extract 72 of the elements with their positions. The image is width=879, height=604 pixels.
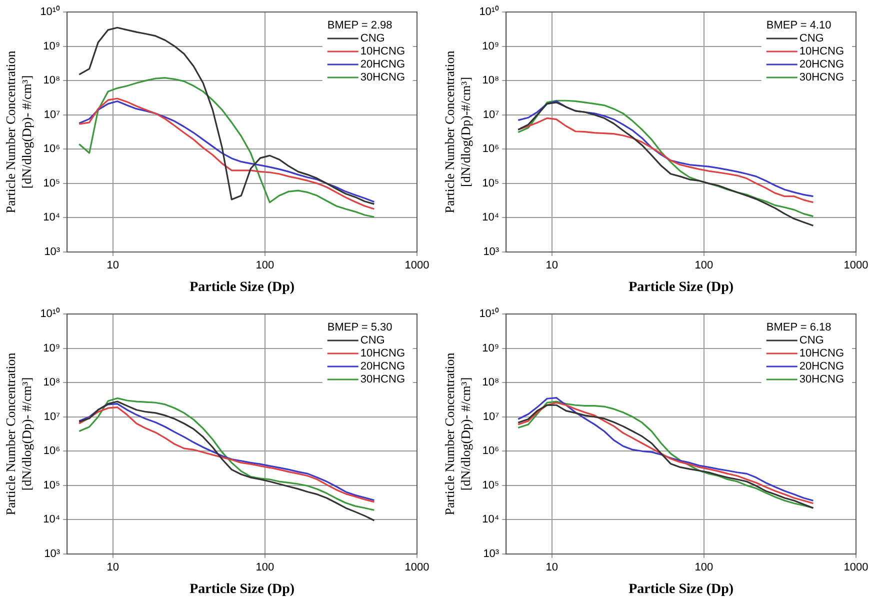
x-axis-title: Particle Size (Dp)	[190, 280, 295, 296]
legend-label: 20HCNG	[799, 360, 844, 373]
y-axis-title: Particle Number Concentration [dN/dlog(Dp)- #/cm³]	[3, 352, 34, 516]
legend-label: CNG	[360, 334, 385, 347]
legend-label: CNG	[799, 334, 824, 347]
legend-label: 20HCNG	[360, 360, 405, 373]
y-tick-label: 10¹⁰	[40, 307, 60, 320]
y-axis-title: Particle Number Concentration [dN/dlog(Dp)- #/cm³]	[442, 352, 473, 516]
legend-label: 10HCNG	[799, 46, 844, 58]
x-tick-label: 10	[106, 562, 119, 574]
y-tick-label: 10³	[44, 246, 60, 258]
y-tick-label: 10⁷	[44, 108, 60, 121]
y-tick-label: 10⁹	[482, 40, 500, 52]
legend-label: 10HCNG	[799, 348, 844, 360]
y-tick-label: 10⁴	[43, 514, 60, 526]
legend-label: 20HCNG	[360, 58, 405, 71]
y-tick-label: 10⁹	[482, 342, 500, 354]
x-tick-label: 100	[694, 562, 714, 574]
y-axis-title: Particle Number Concentration [dN/dlog(Dp)- #/cm³]	[3, 50, 34, 214]
y-tick-label: 10⁴	[482, 514, 500, 526]
y-tick-label: 10⁷	[482, 410, 500, 423]
legend-label: 10HCNG	[360, 46, 405, 58]
legend-label: 30HCNG	[799, 374, 844, 386]
x-axis-title: Particle Size (Dp)	[628, 280, 734, 296]
x-tick-label: 100	[256, 562, 274, 574]
x-tick-label: 100	[694, 260, 714, 272]
legend-title: BMEP = 4.10	[766, 20, 832, 32]
y-tick-label: 10⁷	[44, 410, 60, 423]
y-tick-label: 10⁶	[43, 445, 60, 458]
y-tick-label: 10⁴	[482, 212, 500, 224]
y-tick-label: 10¹⁰	[40, 5, 60, 18]
y-tick-label: 10⁷	[482, 108, 500, 121]
y-tick-label: 10⁶	[482, 445, 500, 458]
x-tick-label: 10	[106, 260, 119, 272]
legend-label: 10HCNG	[360, 348, 405, 360]
legend-title: BMEP = 5.30	[327, 322, 392, 334]
y-tick-label: 10³	[44, 548, 60, 560]
y-tick-label: 10³	[483, 246, 500, 258]
y-tick-label: 10¹⁰	[479, 5, 500, 18]
y-tick-label: 10⁵	[482, 177, 500, 190]
y-tick-label: 10¹⁰	[479, 307, 500, 320]
legend-label: 30HCNG	[360, 72, 405, 84]
legend-label: 30HCNG	[360, 374, 405, 386]
x-axis-title: Particle Size (Dp)	[190, 582, 295, 598]
y-tick-label: 10⁶	[43, 143, 60, 156]
y-tick-label: 10⁵	[482, 479, 500, 492]
y-tick-label: 10⁹	[43, 342, 60, 354]
x-tick-label: 1000	[404, 562, 430, 574]
y-tick-label: 10⁸	[43, 74, 60, 87]
legend-title: BMEP = 6.18	[766, 322, 832, 334]
x-tick-label: 10	[546, 260, 558, 272]
legend-label: 30HCNG	[799, 72, 844, 84]
y-tick-label: 10⁸	[482, 376, 500, 389]
legend-label: 20HCNG	[799, 58, 844, 71]
y-tick-label: 10⁸	[482, 74, 500, 87]
y-tick-label: 10³	[483, 548, 500, 560]
y-tick-label: 10⁴	[43, 212, 60, 224]
y-axis-title: Particle Number Concentration [dN/dlog(Dp)-#/cm³]	[442, 50, 473, 214]
y-tick-label: 10⁹	[43, 40, 60, 52]
x-tick-label: 1000	[844, 260, 868, 272]
y-tick-label: 10⁶	[482, 143, 500, 156]
x-tick-label: 10	[546, 562, 558, 574]
x-tick-label: 1000	[844, 562, 868, 574]
y-tick-label: 10⁵	[43, 479, 60, 492]
x-tick-label: 100	[256, 260, 274, 272]
y-tick-label: 10⁸	[43, 376, 60, 389]
legend-label: CNG	[799, 32, 824, 45]
legend-title: BMEP = 2.98	[327, 20, 392, 32]
legend-label: CNG	[360, 32, 385, 45]
y-tick-label: 10⁵	[43, 177, 60, 190]
x-axis-title: Particle Size (Dp)	[628, 582, 734, 598]
x-tick-label: 1000	[404, 260, 430, 272]
